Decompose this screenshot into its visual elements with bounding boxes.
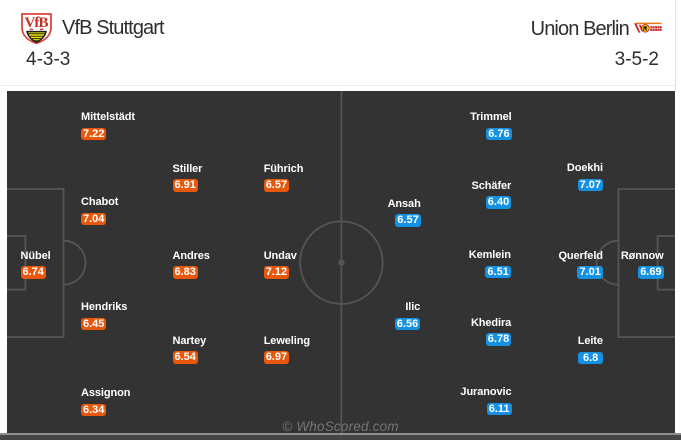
svg-text:VfB: VfB: [25, 15, 49, 31]
